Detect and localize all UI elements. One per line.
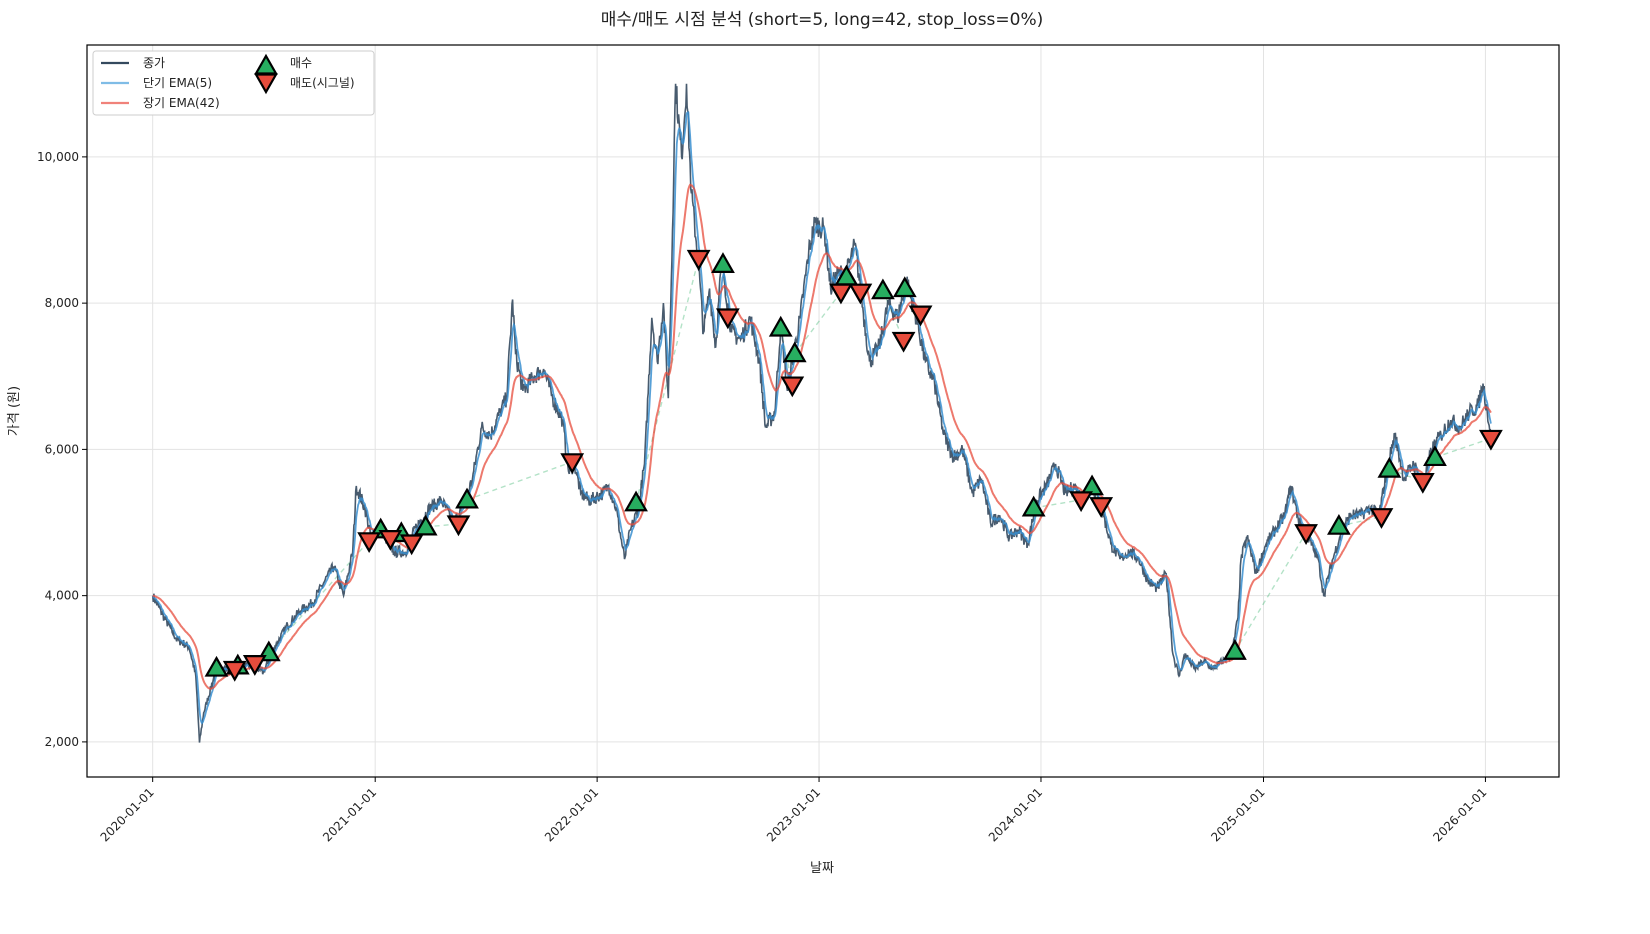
buy-marker bbox=[1080, 474, 1104, 496]
x-tick-label: 2026-01-01 bbox=[1430, 785, 1489, 844]
buy-marker bbox=[1021, 495, 1046, 517]
sell-marker bbox=[908, 305, 933, 327]
sell-marker bbox=[242, 655, 267, 676]
sell-marker bbox=[848, 283, 873, 305]
x-tick-label: 2023-01-01 bbox=[764, 785, 823, 844]
sell-marker bbox=[715, 308, 740, 330]
sell-marker bbox=[378, 530, 403, 551]
sell-marker bbox=[1069, 491, 1093, 513]
y-tick-label: 8,000 bbox=[45, 296, 79, 310]
buy-marker bbox=[711, 252, 735, 273]
close-price-line bbox=[151, 83, 1492, 743]
y-axis-label: 가격 (원) bbox=[7, 386, 22, 436]
sell-marker bbox=[891, 331, 916, 353]
sell-marker bbox=[1294, 524, 1318, 545]
buy-marker bbox=[1223, 639, 1247, 660]
y-tick-label: 6,000 bbox=[45, 442, 79, 456]
series-lines bbox=[151, 83, 1492, 743]
x-tick-label: 2022-01-01 bbox=[542, 785, 601, 844]
y-axis: 2,000 4,000 6,000 8,000 10,000 bbox=[37, 150, 87, 749]
sell-marker bbox=[1410, 472, 1435, 494]
x-axis-label: 날짜 bbox=[810, 861, 834, 876]
sell-legend-label: 매도(시그널) bbox=[290, 76, 355, 90]
x-axis: 2020-01-01 2021-01-01 2022-01-01 2023-01-01… bbox=[98, 777, 1490, 844]
buy-marker bbox=[1327, 513, 1351, 535]
buy-marker bbox=[455, 487, 479, 509]
buy-marker bbox=[782, 341, 807, 363]
trade-connector bbox=[1338, 515, 1382, 527]
ema_long-legend-label: 장기 EMA(42) bbox=[143, 96, 220, 110]
sell-marker bbox=[560, 453, 585, 475]
buy-marker bbox=[768, 315, 793, 337]
buy-marker bbox=[624, 490, 648, 512]
plot-frame bbox=[86, 44, 1560, 778]
short-ema-line bbox=[151, 111, 1492, 725]
ema_short-legend-label: 단기 EMA(5) bbox=[143, 76, 212, 90]
x-tick-label: 2024-01-01 bbox=[986, 785, 1045, 844]
grid bbox=[87, 45, 1559, 777]
sell-marker bbox=[686, 249, 711, 271]
trade-connector bbox=[1434, 437, 1492, 459]
sell-marker bbox=[1089, 497, 1114, 518]
sell-marker bbox=[399, 534, 424, 556]
y-tick-label: 10,000 bbox=[37, 150, 79, 164]
sell-marker bbox=[446, 515, 471, 537]
trade-connector bbox=[466, 461, 573, 501]
buy-marker bbox=[892, 276, 917, 298]
sell-marker bbox=[780, 376, 805, 398]
buy-marker bbox=[413, 514, 438, 536]
buy-marker bbox=[870, 278, 895, 300]
x-tick-label: 2025-01-01 bbox=[1208, 785, 1267, 844]
trade-connector bbox=[1033, 499, 1082, 509]
sell-marker bbox=[829, 283, 853, 305]
sell-marker bbox=[357, 532, 382, 554]
x-tick-label: 2020-01-01 bbox=[98, 785, 157, 844]
x-tick-label: 2021-01-01 bbox=[320, 785, 379, 844]
y-tick-label: 4,000 bbox=[45, 589, 79, 603]
sell-legend-icon bbox=[254, 73, 278, 95]
signal-markers bbox=[204, 249, 1503, 682]
long-ema-line bbox=[152, 183, 1492, 690]
buy-marker bbox=[204, 655, 229, 677]
sell-marker bbox=[1369, 508, 1394, 529]
buy-marker bbox=[1377, 456, 1402, 478]
legend-box bbox=[92, 50, 375, 116]
buy-legend-label: 매수 bbox=[290, 56, 312, 70]
sell-marker bbox=[1479, 429, 1503, 451]
close-legend-label: 종가 bbox=[143, 56, 165, 70]
y-tick-label: 2,000 bbox=[45, 735, 79, 749]
trade-connector bbox=[268, 540, 370, 654]
buy-marker bbox=[1423, 445, 1447, 467]
sell-marker bbox=[222, 660, 247, 682]
chart-title: 매수/매도 시점 분석 (short=5, long=42, stop_loss… bbox=[601, 10, 1044, 30]
trade-connectors bbox=[216, 258, 1492, 671]
